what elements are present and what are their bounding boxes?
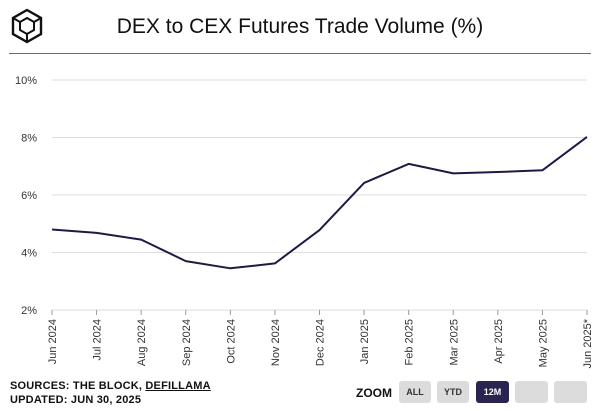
- x-tick-label: Feb 2025: [404, 319, 416, 365]
- y-tick-label: 4%: [21, 248, 37, 260]
- x-tick-label: Mar 2025: [448, 319, 460, 365]
- x-tick-label: Jun 2025*: [582, 318, 594, 368]
- x-tick-label: Apr 2025: [493, 319, 505, 364]
- sources-prefix: SOURCES: THE BLOCK,: [10, 380, 146, 392]
- updated-text: UPDATED: JUN 30, 2025: [10, 394, 142, 406]
- series-line: [51, 136, 588, 270]
- data-point[interactable]: [406, 161, 411, 166]
- data-point[interactable]: [94, 230, 99, 235]
- x-tick-label: May 2025: [537, 319, 549, 367]
- x-tick-label: Sep 2024: [181, 319, 193, 366]
- zoom-extra-button-1[interactable]: [515, 381, 548, 403]
- data-point[interactable]: [362, 180, 367, 185]
- data-point[interactable]: [228, 266, 233, 271]
- line-chart: 2% 4% 6% 8% 10% Jun 2024 Jul 2024 Aug 2024 Sep 2…: [15, 75, 594, 369]
- zoom-label: ZOOM: [356, 386, 392, 400]
- data-point[interactable]: [495, 170, 500, 175]
- data-point[interactable]: [183, 259, 188, 264]
- sources-text: SOURCES: THE BLOCK, DEFILLAMA: [10, 380, 211, 392]
- data-point[interactable]: [272, 261, 277, 266]
- defillama-link[interactable]: DEFILLAMA: [145, 380, 211, 392]
- data-point[interactable]: [540, 168, 545, 173]
- x-tick-label: Jul 2024: [92, 319, 104, 361]
- y-tick-label: 2%: [21, 305, 37, 317]
- x-tick-label: Nov 2024: [270, 319, 282, 366]
- data-point[interactable]: [317, 228, 322, 233]
- data-point[interactable]: [139, 237, 144, 242]
- data-point[interactable]: [585, 134, 590, 139]
- x-tick-label: Oct 2024: [225, 319, 237, 364]
- x-tick-label: Jan 2025: [359, 319, 371, 364]
- y-tick-label: 10%: [15, 75, 37, 87]
- y-tick-label: 8%: [21, 133, 37, 145]
- data-point[interactable]: [451, 171, 456, 176]
- x-tick-label: Aug 2024: [136, 319, 148, 366]
- title-divider: [9, 53, 591, 54]
- zoom-all-button[interactable]: ALL: [399, 381, 431, 403]
- y-tick-label: 6%: [21, 190, 37, 202]
- zoom-extra-button-2[interactable]: [554, 381, 587, 403]
- zoom-ytd-button[interactable]: YTD: [437, 381, 469, 403]
- x-tick-label: Jun 2024: [47, 319, 59, 364]
- zoom-12m-button[interactable]: 12M: [476, 381, 509, 403]
- x-tick-label: Dec 2024: [315, 319, 327, 366]
- the-block-logo: [11, 8, 43, 44]
- data-point[interactable]: [50, 227, 55, 232]
- chart-title: DEX to CEX Futures Trade Volume (%): [116, 15, 484, 38]
